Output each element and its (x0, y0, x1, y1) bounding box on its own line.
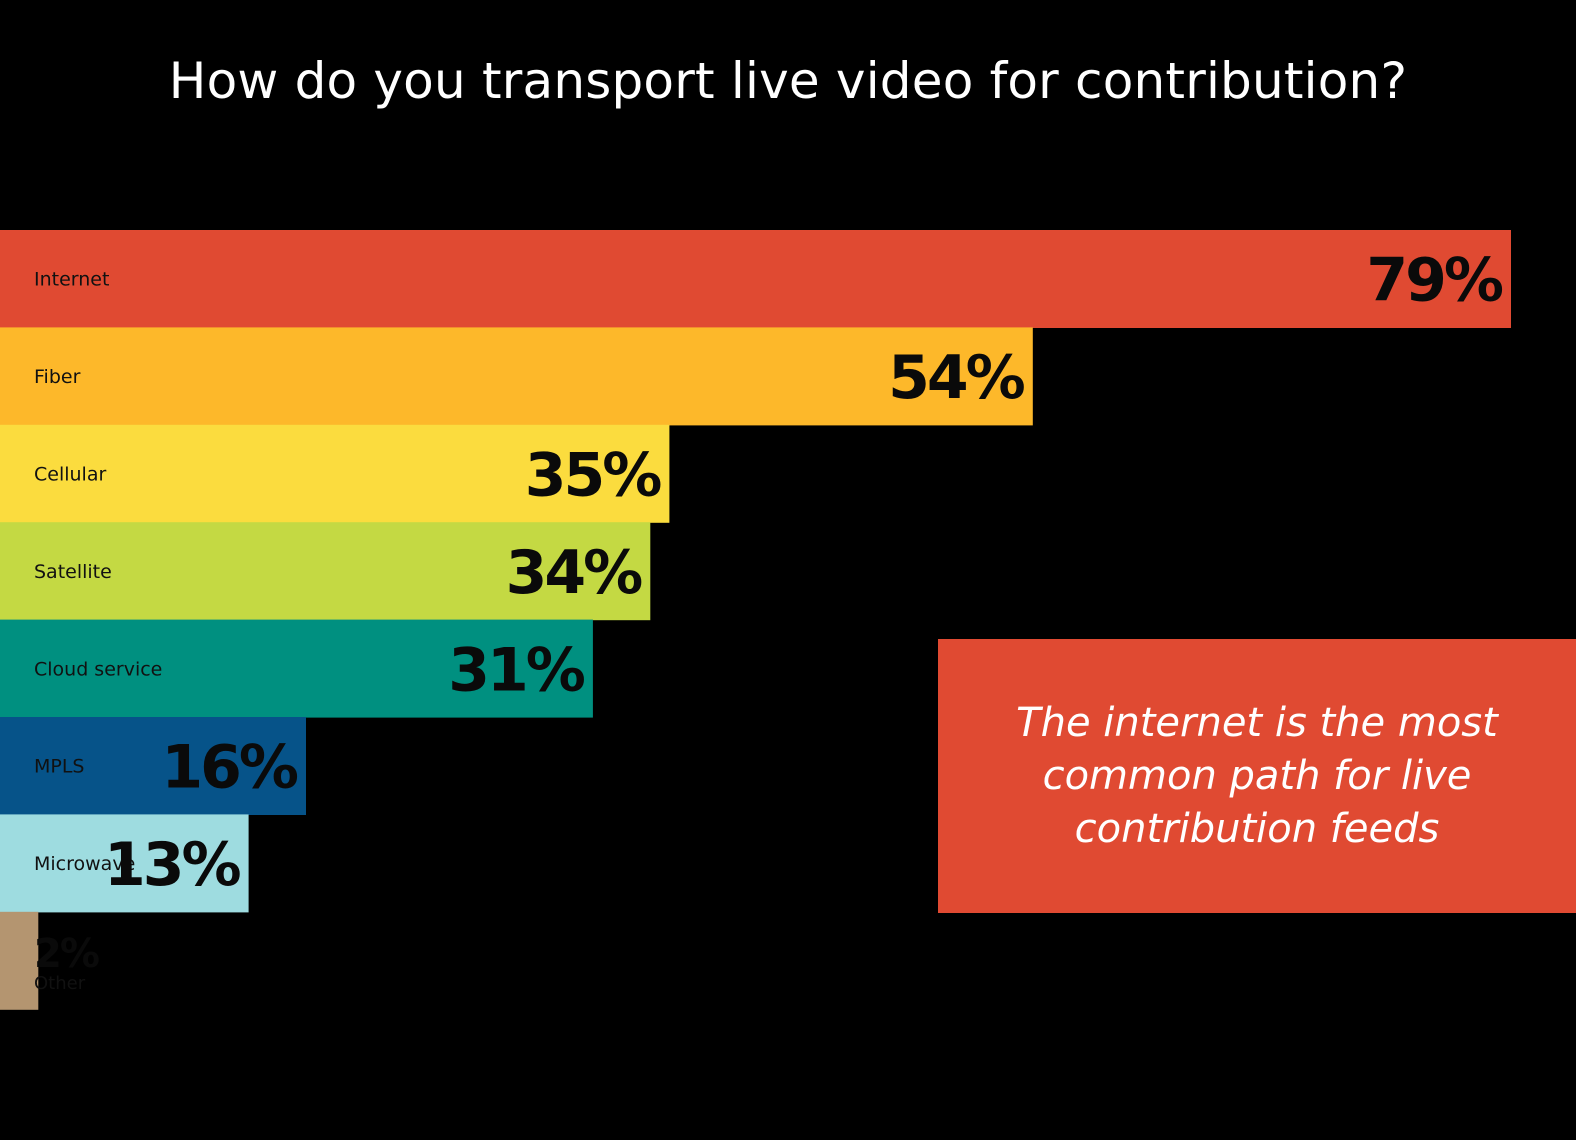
bar-other (0, 911, 39, 1010)
bar-cloud-service (0, 619, 593, 718)
category-label: Satellite (34, 561, 112, 583)
value-label: 35% (525, 441, 661, 511)
value-label: 34% (506, 538, 642, 608)
category-label: Cellular (34, 464, 106, 486)
bar-satellite (0, 522, 651, 621)
category-label: Internet (34, 269, 109, 291)
callout-text: The internet is the most common path for… (1016, 699, 1498, 852)
callout-box: The internet is the most common path for… (938, 639, 1576, 913)
bar-fiber (0, 327, 1033, 426)
value-label: 16% (161, 733, 297, 803)
value-label: 2% (34, 931, 99, 977)
category-label: Cloud service (34, 658, 162, 680)
category-label: Microwave (34, 853, 135, 875)
bar-internet (0, 230, 1511, 328)
bar-microwave (0, 814, 249, 913)
bar-mpls (0, 717, 306, 815)
value-label: 79% (1366, 246, 1502, 316)
bar-cellular (0, 424, 670, 523)
chart-title: How do you transport live video for cont… (168, 52, 1408, 110)
category-label: MPLS (34, 756, 85, 778)
category-label: Other (34, 973, 86, 994)
value-label: 54% (888, 343, 1024, 413)
category-label: Fiber (34, 366, 81, 388)
value-label: 31% (448, 635, 584, 705)
value-label: 13% (104, 830, 240, 900)
